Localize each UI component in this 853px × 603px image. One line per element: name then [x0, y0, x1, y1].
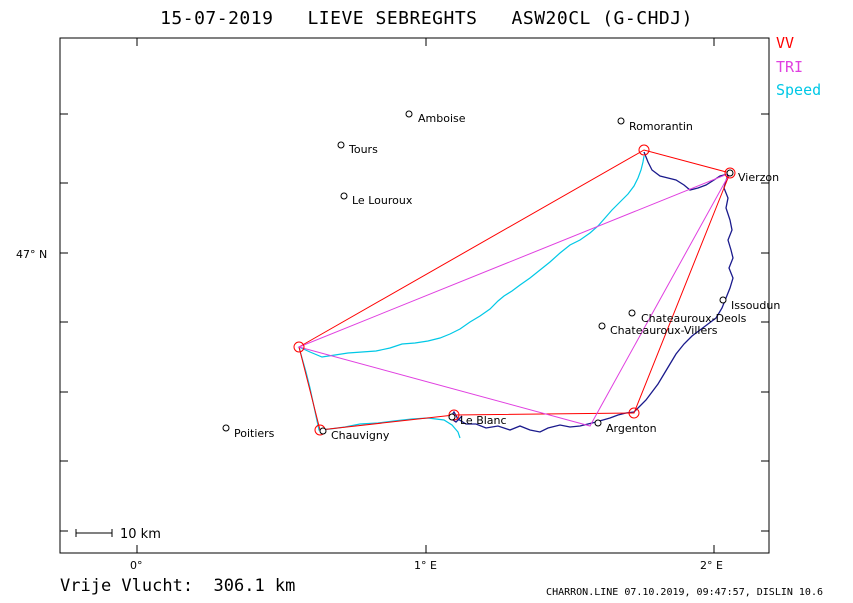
legend-speed: Speed: [776, 81, 822, 99]
place-marker-vierzon: [726, 169, 734, 177]
y-axis-label: 47° N: [16, 248, 47, 261]
place-marker-amboise: [405, 110, 413, 118]
place-romorantin: Romorantin: [629, 120, 693, 133]
scale-label: 10 km: [120, 527, 161, 542]
place-marker-chauvigny: [319, 427, 327, 435]
map-title: 15-07-2019 LIEVE SEBREGHTS ASW20CL (G-CH…: [160, 8, 693, 29]
place-marker-argenton: [594, 419, 602, 427]
x-label-1: 1° E: [414, 559, 437, 572]
footer-credits: CHARRON.LINE 07.10.2019, 09:47:57, DISLI…: [546, 587, 823, 598]
map-border: [59, 37, 770, 554]
place-marker-chateauroux-deols: [628, 309, 636, 317]
place-chateauroux-villers: Chateauroux-Villers: [610, 324, 718, 337]
place-tours: Tours: [348, 143, 378, 156]
place-vierzon: Vierzon: [738, 171, 779, 184]
place-argenton: Argenton: [606, 422, 657, 435]
place-chauvigny: Chauvigny: [331, 429, 390, 442]
tri-polygon: [297, 172, 732, 427]
place-poitiers: Poitiers: [234, 427, 275, 440]
place-marker-romorantin: [617, 117, 625, 125]
place-marker-poitiers: [222, 424, 230, 432]
place-marker-issoudun: [719, 296, 727, 304]
scale-bar: 10 km: [75, 527, 161, 542]
x-ticks: [136, 38, 715, 553]
place-marker-tours: [337, 141, 345, 149]
place-issoudun: Issoudun: [731, 299, 780, 312]
place-le-blanc: Le Blanc: [460, 414, 507, 427]
x-label-0: 0°: [130, 559, 143, 572]
place-le-louroux: Le Louroux: [352, 194, 413, 207]
legend-vv: VV: [776, 34, 795, 52]
place-marker-le-blanc: [448, 413, 456, 421]
place-chateauroux-deols: Chateauroux-Deols: [641, 312, 747, 325]
x-label-2: 2° E: [700, 559, 723, 572]
flight-track: [449, 151, 734, 433]
free-flight-distance: Vrije Vlucht: 306.1 km: [60, 576, 296, 596]
legend-tri: TRI: [776, 58, 804, 76]
speed-track: [298, 155, 645, 439]
turnpoints: [293, 144, 736, 436]
place-amboise: Amboise: [418, 112, 466, 125]
place-marker-le-louroux: [340, 192, 348, 200]
place-marker-chateauroux-villers: [598, 322, 606, 330]
y-ticks: [60, 113, 769, 532]
